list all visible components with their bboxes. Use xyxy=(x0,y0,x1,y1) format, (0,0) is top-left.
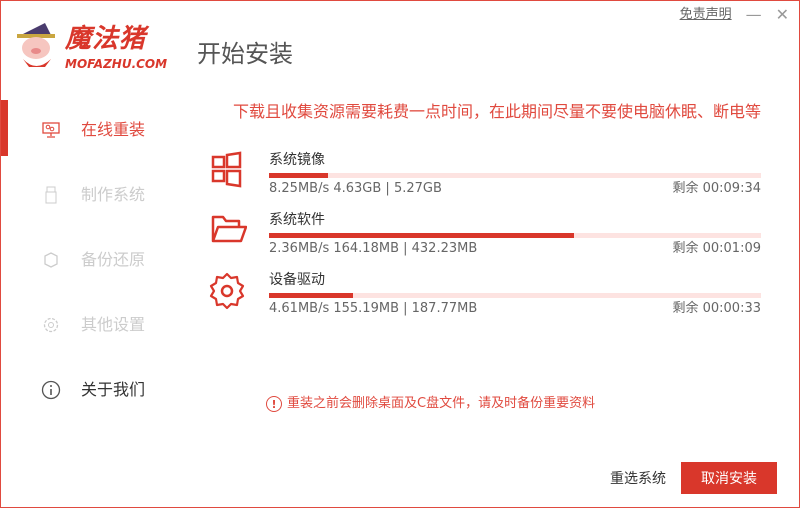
task-stats: 2.36MB/s 164.18MB | 432.23MB xyxy=(269,241,478,256)
sidebar-item-online-reinstall[interactable]: 在线重装 xyxy=(41,115,145,145)
sidebar-item-other-settings[interactable]: 其他设置 xyxy=(41,310,145,340)
task-name: 系统镜像 xyxy=(269,152,325,168)
task-stats: 4.61MB/s 155.19MB | 187.77MB xyxy=(269,301,478,316)
progress-bar xyxy=(269,293,761,298)
sidebar-item-label: 在线重装 xyxy=(81,120,146,139)
reselect-system-button[interactable]: 重选系统 xyxy=(610,471,666,487)
task-stats: 8.25MB/s 4.63GB | 5.27GB xyxy=(269,181,442,196)
sidebar-item-label: 制作系统 xyxy=(81,185,146,204)
progress-fill xyxy=(269,293,353,298)
task-remaining: 剩余 00:01:09 xyxy=(672,241,761,256)
minimize-button[interactable]: — xyxy=(745,5,762,24)
backup-icon xyxy=(41,251,61,269)
sidebar-item-make-system[interactable]: 制作系统 xyxy=(41,180,145,210)
sidebar-item-backup-restore[interactable]: 备份还原 xyxy=(41,245,145,275)
logo: 魔法猪 MOFAZHU.COM xyxy=(15,21,180,77)
brand-domain: MOFAZHU.COM xyxy=(65,57,168,71)
progress-fill xyxy=(269,173,329,178)
disclaimer-link[interactable]: 免责声明 xyxy=(679,7,732,22)
gear-icon xyxy=(41,316,61,334)
task-remaining: 剩余 00:00:33 xyxy=(672,301,761,316)
progress-fill xyxy=(269,233,575,238)
sidebar-item-label: 关于我们 xyxy=(81,380,146,399)
warning-message: ! 重装之前会删除桌面及C盘文件，请及时备份重要资料 xyxy=(266,395,595,413)
windows-icon xyxy=(211,151,242,188)
brand-name: 魔法猪 xyxy=(65,24,147,54)
close-button[interactable]: ✕ xyxy=(775,5,789,24)
task-system-software: 系统软件 2.36MB/s 164.18MB | 432.23MB 剩余 00:… xyxy=(207,211,767,261)
task-device-drivers: 设备驱动 4.61MB/s 155.19MB | 187.77MB 剩余 00:… xyxy=(207,271,767,321)
task-system-image: 系统镜像 8.25MB/s 4.63GB | 5.27GB 剩余 00:09:3… xyxy=(207,151,767,201)
warning-text: 重装之前会删除桌面及C盘文件，请及时备份重要资料 xyxy=(287,396,596,411)
gear-icon xyxy=(209,272,245,310)
progress-bar xyxy=(269,173,761,178)
sidebar-item-label: 其他设置 xyxy=(81,315,146,334)
active-indicator xyxy=(1,100,8,156)
task-remaining: 剩余 00:09:34 xyxy=(672,181,761,196)
task-name: 系统软件 xyxy=(269,212,325,228)
task-name: 设备驱动 xyxy=(269,272,325,288)
warning-icon: ! xyxy=(266,396,282,412)
progress-bar xyxy=(269,233,761,238)
folder-icon xyxy=(211,215,247,243)
cancel-install-button[interactable]: 取消安装 xyxy=(681,462,777,494)
download-notice: 下载且收集资源需要耗费一点时间，在此期间尽量不要使电脑休眠、断电等 xyxy=(233,102,762,121)
sidebar-item-about-us[interactable]: 关于我们 xyxy=(41,375,145,405)
monitor-icon xyxy=(41,122,61,138)
page-title: 开始安装 xyxy=(197,40,293,68)
info-icon xyxy=(41,380,61,400)
sidebar-item-label: 备份还原 xyxy=(81,250,146,269)
pig-mascot-icon xyxy=(17,23,55,67)
usb-icon xyxy=(41,186,61,204)
